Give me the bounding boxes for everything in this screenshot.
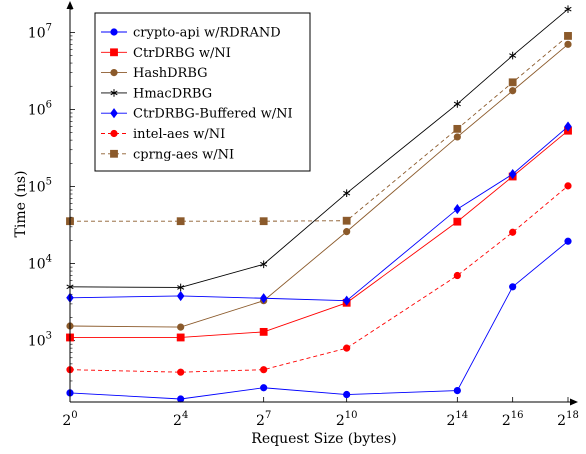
series-cprng-aes-w-ni <box>66 32 572 226</box>
x-tick-label: 216 <box>502 410 524 429</box>
legend-marker <box>110 108 118 119</box>
series-ctrdrbg-buffered-w-ni <box>66 121 572 306</box>
y-tick-label: 105 <box>28 177 52 196</box>
legend: crypto-api w/RDRAND CtrDRBG w/NI HashDRBG H… <box>94 12 311 172</box>
x-tick-label: 218 <box>557 410 579 429</box>
legend-marker <box>110 68 118 77</box>
axes <box>66 1 578 406</box>
data-point <box>177 368 185 376</box>
data-point <box>453 124 462 133</box>
data-point <box>342 216 351 225</box>
y-tick-label: 104 <box>28 254 52 273</box>
y-tick-label: 106 <box>28 99 52 118</box>
data-point <box>259 327 268 336</box>
data-point <box>343 189 351 197</box>
y-tick-label: 103 <box>28 331 52 350</box>
data-point <box>343 344 351 352</box>
data-point <box>564 32 572 40</box>
data-point <box>564 237 572 245</box>
data-point <box>177 323 185 331</box>
data-point <box>176 333 185 342</box>
x-axis-arrow <box>570 398 578 406</box>
data-point <box>564 121 572 132</box>
series-hmacdrbg <box>66 5 572 292</box>
data-point <box>259 217 268 226</box>
data-point <box>260 366 268 374</box>
data-point <box>509 283 517 291</box>
data-point <box>453 133 461 141</box>
legend-marker <box>110 149 118 158</box>
data-point <box>259 293 268 304</box>
series-line <box>69 240 569 400</box>
data-point <box>260 260 268 269</box>
data-point <box>453 271 461 280</box>
legend-marker <box>110 89 118 97</box>
data-point <box>342 295 351 306</box>
y-axis-arrow <box>66 1 74 9</box>
data-point <box>343 390 351 399</box>
data-point <box>508 168 517 180</box>
data-point <box>453 217 462 226</box>
data-point <box>177 395 185 403</box>
tick-labels: 20 24 27 210 214 216 218 103 104 105 106 107 <box>28 22 579 429</box>
legend-label: HmacDRBG <box>133 86 212 101</box>
legend-entry: crypto-api w/RDRAND <box>101 26 281 41</box>
legend-entry: CtrDRBG-Buffered w/NI <box>101 107 293 122</box>
data-point <box>508 78 517 87</box>
series-line <box>69 185 569 373</box>
legend-marker <box>110 48 118 57</box>
legend-label: CtrDRBG w/NI <box>133 46 231 61</box>
data-point <box>343 228 351 236</box>
data-point <box>509 87 517 95</box>
legend-entry: cprng-aes w/NI <box>101 147 234 162</box>
legend-entry: intel-aes w/NI <box>101 127 225 142</box>
data-point <box>564 5 572 13</box>
x-tick-label: 210 <box>336 410 358 429</box>
legend-label: crypto-api w/RDRAND <box>133 26 281 41</box>
legend-label: cprng-aes w/NI <box>133 147 234 162</box>
data-point <box>176 217 185 226</box>
data-point <box>509 51 517 60</box>
legend-entry: HmacDRBG <box>101 86 212 101</box>
x-tick-label: 20 <box>62 410 77 429</box>
data-point <box>509 228 517 236</box>
data-point <box>453 100 461 108</box>
x-tick-label: 214 <box>447 410 469 429</box>
legend-label: intel-aes w/NI <box>133 127 225 142</box>
legend-entry: CtrDRBG w/NI <box>101 46 231 61</box>
legend-marker <box>110 28 118 36</box>
data-point <box>453 386 461 395</box>
data-point <box>453 203 462 215</box>
data-point <box>177 283 185 292</box>
data-point <box>260 384 268 392</box>
series-layer <box>66 5 572 403</box>
y-tick-label: 107 <box>28 22 52 41</box>
y-axis-title: Time (ns) <box>13 171 29 238</box>
series-intel-aes-w-ni <box>66 182 572 376</box>
series-crypto-api-w-rdrand <box>66 237 572 403</box>
data-point <box>564 182 572 190</box>
x-tick-label: 24 <box>173 410 188 429</box>
legend-entry: HashDRBG <box>101 66 208 81</box>
legend-marker <box>110 129 118 138</box>
x-tick-label: 27 <box>256 410 271 429</box>
x-axis-title: Request Size (bytes) <box>251 431 396 447</box>
legend-label: HashDRBG <box>133 66 208 81</box>
legend-box <box>94 12 311 172</box>
legend-label: CtrDRBG-Buffered w/NI <box>133 107 293 122</box>
data-point <box>176 290 185 302</box>
data-point <box>564 40 572 48</box>
